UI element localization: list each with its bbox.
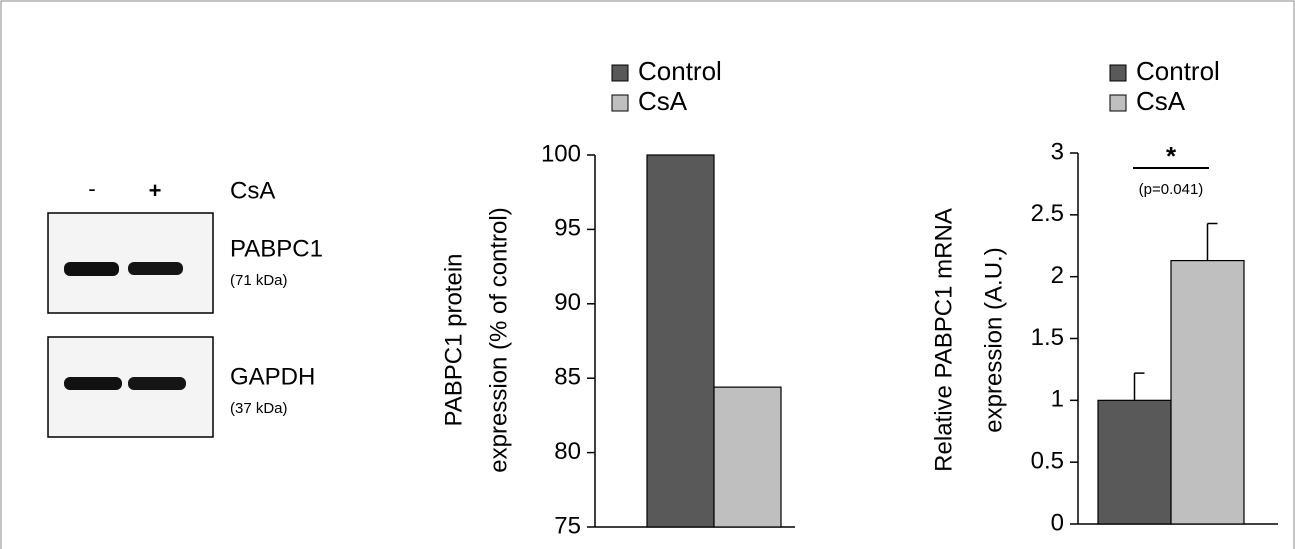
error-bar (1208, 223, 1218, 260)
legend-swatch (612, 65, 628, 81)
y-tick-label: 0 (1051, 509, 1064, 536)
y-axis-label: Relative PABPC1 mRNA (930, 208, 957, 472)
legend-label: Control (1136, 56, 1220, 86)
y-tick-label: 0.5 (1031, 448, 1064, 475)
bar (647, 155, 714, 527)
bar (714, 387, 781, 527)
y-axis-label: expression (% of control) (485, 207, 512, 472)
band-size: (71 kDa) (230, 272, 288, 289)
band (64, 377, 122, 390)
band (128, 262, 183, 275)
y-tick-label: 80 (554, 438, 581, 465)
lane-label: - (88, 176, 95, 201)
y-tick-label: 85 (554, 364, 581, 391)
y-tick-label: 95 (554, 215, 581, 242)
legend-label: CsA (1136, 86, 1186, 116)
y-tick-label: 75 (554, 512, 581, 539)
y-axis-label: PABPC1 protein (440, 254, 467, 427)
lane-label: + (149, 178, 162, 203)
y-tick-label: 90 (554, 289, 581, 316)
bar (1098, 400, 1171, 524)
legend-swatch (1110, 95, 1126, 111)
treatment: CsA (230, 177, 275, 204)
bar (1171, 261, 1244, 524)
y-tick-label: 2 (1051, 262, 1064, 289)
band-size: (37 kDa) (230, 400, 288, 417)
significance: * (1166, 141, 1177, 171)
band (64, 262, 119, 276)
y-tick-label: 3 (1051, 138, 1064, 165)
y-tick-label: 2.5 (1031, 200, 1064, 227)
legend-swatch (1110, 65, 1126, 81)
legend-swatch (612, 95, 628, 111)
legend-label: CsA (638, 86, 688, 116)
band-name: GAPDH (230, 363, 315, 390)
figure: - + CsA PABPC1 (71 kDa) GAPDH (37 kDa) 7… (0, 0, 1295, 549)
error-bar (1135, 373, 1145, 400)
band-name: PABPC1 (230, 235, 323, 262)
y-tick-label: 100 (541, 140, 581, 167)
legend-label: Control (638, 56, 722, 86)
y-axis-label: expression (A.U.) (980, 247, 1007, 432)
y-tick-label: 1 (1051, 386, 1064, 413)
y-tick-label: 1.5 (1031, 324, 1064, 351)
band (128, 377, 186, 390)
p-value: (p=0.041) (1139, 181, 1204, 198)
blot: - + CsA PABPC1 (71 kDa) GAPDH (37 kDa) (48, 176, 323, 437)
